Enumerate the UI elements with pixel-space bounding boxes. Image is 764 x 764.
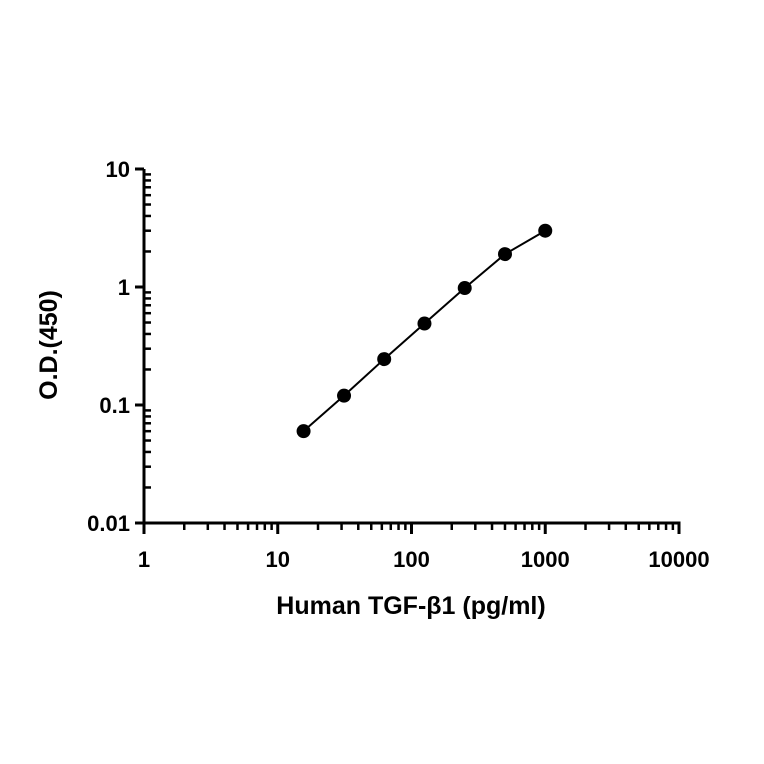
- x-tick-label: 1: [138, 547, 150, 572]
- y-tick-label: 10: [106, 157, 130, 182]
- y-tick-label: 1: [118, 275, 130, 300]
- x-tick-label: 10000: [648, 547, 709, 572]
- data-point: [457, 281, 472, 296]
- data-point: [497, 247, 512, 262]
- y-tick-label: 0.01: [87, 511, 130, 536]
- y-axis: 0.01 0.1 1 10: [87, 157, 151, 536]
- data-series: [296, 223, 553, 439]
- x-tick-label: 1000: [521, 547, 570, 572]
- y-tick-label: 0.1: [99, 393, 130, 418]
- data-point: [417, 316, 432, 331]
- data-point: [337, 388, 352, 403]
- x-axis: 1 10 100 1000 10000: [138, 521, 710, 572]
- y-axis-title: O.D.(450): [35, 290, 63, 400]
- x-tick-label: 100: [393, 547, 430, 572]
- x-tick-label: 10: [266, 547, 290, 572]
- data-point: [296, 424, 311, 439]
- x-axis-title: Human TGF-β1 (pg/ml): [276, 592, 545, 620]
- data-point: [377, 352, 392, 367]
- data-point: [538, 223, 553, 238]
